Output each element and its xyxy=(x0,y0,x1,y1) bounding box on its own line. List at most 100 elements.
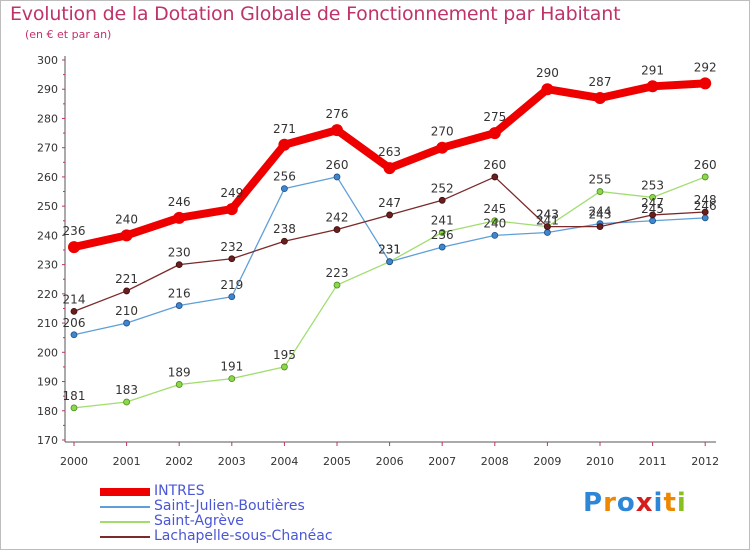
y-tick-label: 270 xyxy=(37,142,58,155)
proxiti-logo: Proxiti xyxy=(583,488,687,518)
data-label-saint-julien: 244 xyxy=(589,205,612,219)
data-point-intres xyxy=(383,162,396,175)
data-point-lachapelle xyxy=(123,287,130,295)
x-tick-label: 2010 xyxy=(586,455,614,468)
data-label-lachapelle: 248 xyxy=(694,193,717,207)
data-point-saint-julien xyxy=(175,302,183,309)
data-label-saint-julien: 260 xyxy=(326,158,349,172)
data-point-lachapelle xyxy=(438,196,446,204)
data-point-lachapelle xyxy=(333,226,341,233)
data-label-lachapelle: 238 xyxy=(273,222,296,236)
y-tick-label: 180 xyxy=(37,405,58,418)
data-point-intres xyxy=(488,127,501,140)
data-point-saint-agreve xyxy=(123,398,130,406)
data-point-saint-julien xyxy=(649,217,656,225)
data-label-intres: 291 xyxy=(641,63,664,77)
data-label-saint-julien: 231 xyxy=(378,243,401,257)
data-label-lachapelle: 252 xyxy=(431,181,454,195)
data-point-lachapelle xyxy=(280,237,288,245)
y-tick-label: 280 xyxy=(37,112,58,125)
data-label-intres: 287 xyxy=(589,75,612,89)
data-label-saint-julien: 241 xyxy=(536,213,559,227)
data-label-intres: 292 xyxy=(694,60,717,74)
data-label-saint-julien: 245 xyxy=(641,202,664,216)
data-point-lachapelle xyxy=(228,255,236,263)
legend-swatch-saint-agreve xyxy=(100,521,150,523)
data-point-saint-julien xyxy=(491,231,499,239)
data-point-intres xyxy=(120,229,133,242)
data-label-saint-agreve: 245 xyxy=(483,202,506,216)
y-tick-label: 240 xyxy=(37,229,58,242)
data-label-saint-agreve: 255 xyxy=(589,173,612,187)
data-label-intres: 270 xyxy=(431,125,454,139)
x-tick-label: 2006 xyxy=(376,455,404,468)
data-label-saint-julien: 219 xyxy=(220,278,243,292)
x-tick-label: 2011 xyxy=(639,455,667,468)
data-label-saint-agreve: 191 xyxy=(220,360,243,374)
data-label-saint-julien: 246 xyxy=(694,199,717,213)
logo-letter: i xyxy=(676,488,687,518)
y-tick-label: 190 xyxy=(37,376,58,389)
legend-swatch-intres xyxy=(100,488,150,496)
y-tick-label: 290 xyxy=(37,83,58,96)
data-point-saint-agreve xyxy=(70,404,78,412)
data-point-lachapelle xyxy=(70,307,78,315)
data-label-intres: 249 xyxy=(220,186,243,200)
data-point-saint-agreve xyxy=(596,188,604,195)
data-label-lachapelle: 243 xyxy=(536,208,559,222)
data-label-intres: 263 xyxy=(378,145,401,159)
data-point-lachapelle xyxy=(175,261,183,269)
y-tick-label: 250 xyxy=(37,200,58,213)
x-tick-label: 2008 xyxy=(481,455,509,468)
data-label-saint-agreve: 231 xyxy=(378,243,401,257)
data-point-lachapelle xyxy=(596,223,604,231)
logo-letter: t xyxy=(663,488,677,518)
data-point-saint-agreve xyxy=(228,375,236,383)
x-tick-label: 2004 xyxy=(270,455,298,468)
data-point-intres xyxy=(331,124,343,137)
data-label-intres: 240 xyxy=(115,212,138,226)
data-point-intres xyxy=(68,241,80,254)
data-point-lachapelle xyxy=(491,173,499,181)
data-label-intres: 276 xyxy=(326,107,349,121)
data-point-intres xyxy=(646,80,659,93)
logo-letter: r xyxy=(603,488,617,518)
legend-label-lachapelle: Lachapelle-sous-Chanéac xyxy=(154,528,333,544)
data-label-saint-julien: 240 xyxy=(483,216,506,230)
data-label-lachapelle: 242 xyxy=(326,211,349,225)
data-label-lachapelle: 243 xyxy=(589,208,612,222)
data-point-saint-julien xyxy=(333,173,341,181)
data-label-saint-agreve: 223 xyxy=(326,266,349,280)
data-label-saint-agreve: 181 xyxy=(63,389,86,403)
data-label-lachapelle: 260 xyxy=(483,158,506,172)
data-point-saint-agreve xyxy=(280,363,288,371)
data-point-lachapelle xyxy=(701,208,709,216)
data-point-lachapelle xyxy=(649,211,656,219)
data-point-intres xyxy=(436,141,449,154)
y-tick-label: 200 xyxy=(37,346,58,359)
data-point-saint-agreve xyxy=(438,229,446,236)
data-label-intres: 236 xyxy=(63,224,86,238)
data-label-saint-julien: 206 xyxy=(63,316,86,330)
data-point-intres xyxy=(173,211,186,224)
y-tick-label: 220 xyxy=(37,288,58,301)
legend-label-saint-julien: Saint-Julien-Boutières xyxy=(154,498,305,514)
data-label-intres: 246 xyxy=(168,195,191,209)
x-tick-label: 2009 xyxy=(533,455,561,468)
data-point-saint-julien xyxy=(228,293,236,301)
data-point-saint-julien xyxy=(280,185,288,193)
data-point-saint-agreve xyxy=(701,173,709,181)
data-label-saint-julien: 216 xyxy=(168,287,191,301)
data-point-lachapelle xyxy=(386,211,394,219)
logo-letter: o xyxy=(616,488,636,518)
data-label-intres: 271 xyxy=(273,122,296,136)
y-tick-label: 300 xyxy=(37,54,58,67)
x-tick-label: 2001 xyxy=(113,455,141,468)
data-point-saint-julien xyxy=(70,331,78,339)
data-label-lachapelle: 230 xyxy=(168,246,191,260)
legend-swatch-lachapelle xyxy=(100,536,150,538)
data-label-intres: 275 xyxy=(483,110,506,124)
legend-label-saint-agreve: Saint-Agrève xyxy=(154,513,244,529)
y-tick-label: 230 xyxy=(37,259,58,272)
